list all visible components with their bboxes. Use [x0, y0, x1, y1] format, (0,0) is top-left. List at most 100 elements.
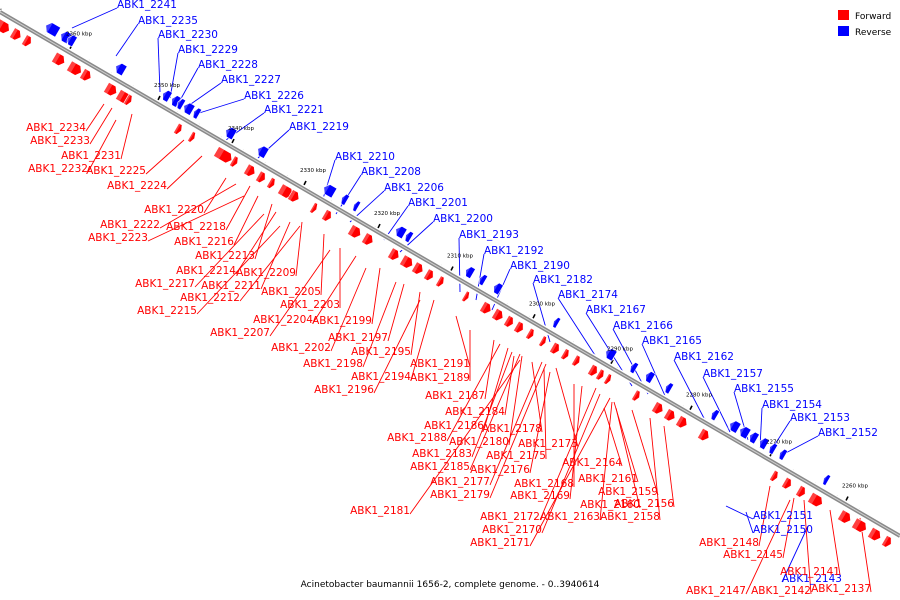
forward-gene-arrow [603, 373, 612, 385]
reverse-gene-arrow [191, 106, 203, 120]
gene-label: ABK1_2147 [686, 585, 746, 597]
gene-label: ABK1_2153 [790, 412, 850, 424]
forward-gene-arrow [881, 534, 892, 548]
legend: Forward Reverse [838, 10, 892, 38]
forward-gene-arrow [769, 469, 779, 482]
major-tick [450, 266, 454, 271]
major-tick [377, 223, 381, 229]
gene-label: ABK1_2187 [425, 390, 485, 402]
gene-label: ABK1_2209 [236, 267, 296, 279]
gene-label: ABK1_2157 [703, 368, 763, 380]
leader-line [321, 159, 336, 203]
gene-label: ABK1_2171 [470, 537, 530, 549]
forward-gene-arrow [277, 183, 293, 199]
leader-line [673, 359, 709, 427]
gene-label: ABK1_2175 [486, 450, 546, 462]
gene-label: ABK1_2181 [350, 505, 410, 517]
leader-line [373, 299, 421, 394]
gene-label: ABK1_2228 [198, 59, 258, 71]
reverse-gene-arrow [181, 100, 196, 116]
leader-line [330, 267, 367, 352]
gene-label: ABK1_2174 [558, 289, 618, 301]
leader-line [239, 225, 301, 302]
leader-line [203, 177, 227, 214]
gene-label: ABK1_2156 [614, 498, 674, 510]
gene-label: ABK1_2173 [518, 438, 578, 450]
leader-line [225, 185, 251, 231]
gene-label: ABK1_2164 [562, 457, 622, 469]
gene-label: ABK1_2241 [117, 0, 177, 11]
reverse-gene-arrow [255, 144, 270, 159]
gene-label: ABK1_2226 [244, 90, 304, 102]
gene-label: ABK1_2176 [470, 464, 530, 476]
gene-label: ABK1_2197 [328, 332, 388, 344]
gene-features [0, 18, 892, 548]
gene-label: ABK1_2148 [699, 537, 759, 549]
leader-line [508, 355, 523, 446]
leader-line [71, 7, 118, 29]
leader-line [362, 281, 397, 368]
major-tick [845, 496, 849, 501]
leader-line [504, 355, 515, 416]
forward-gene-arrow [51, 51, 65, 66]
leader-line [541, 393, 601, 534]
gene-label: ABK1_2210 [335, 151, 395, 163]
gene-label: ABK1_2143 [782, 573, 842, 585]
leader-line [85, 103, 105, 132]
leader-line [745, 499, 791, 595]
scale-label: 2340 kbp [228, 126, 254, 132]
reverse-gene-arrow [491, 281, 504, 296]
gene-label: ABK1_2189 [410, 372, 470, 384]
leader-line [455, 315, 471, 368]
scale-label: 2330 kbp [300, 168, 326, 174]
forward-gene-arrow [423, 268, 434, 281]
leader-line [469, 353, 521, 471]
gene-label: ABK1_2208 [361, 166, 421, 178]
gene-labels: ABK1_2241 ABK1_2235 ABK1_2230 ABK1_2229 ABK1… [26, 0, 878, 597]
forward-gene-arrow [675, 415, 688, 429]
forward-gene-arrow [538, 335, 547, 348]
gene-label: ABK1_2231 [61, 150, 121, 162]
leader-line [484, 339, 495, 400]
leader-line [195, 98, 245, 115]
reverse-gene-arrow [321, 182, 338, 199]
forward-gene-arrow [837, 509, 851, 524]
gene-label: ABK1_2141 [780, 566, 840, 578]
leader-line [233, 195, 259, 246]
reverse-gene-arrow [351, 199, 362, 213]
forward-gene-arrow [587, 363, 598, 377]
reverse-gene-arrow [747, 430, 760, 445]
leader-line [758, 485, 771, 547]
reverse-gene-arrow [113, 61, 128, 77]
gene-label: ABK1_2200 [433, 213, 493, 225]
forward-gene-arrow [213, 146, 233, 164]
gene-label: ABK1_2178 [482, 423, 542, 435]
scale-label: 2270 kbp [766, 439, 792, 445]
scale-labels: 2360 kbp 2350 kbp 2340 kbp 2330 kbp 2320 kbp… [66, 32, 868, 490]
gene-label: ABK1_2151 [753, 510, 813, 522]
gene-label: ABK1_2204 [253, 314, 313, 326]
gene-label: ABK1_2191 [410, 358, 470, 370]
leader-line [89, 107, 113, 145]
leader-line [410, 291, 421, 356]
major-tick [689, 405, 693, 411]
reverse-gene-arrow [175, 97, 187, 111]
scale-label: 2310 kbp [447, 254, 473, 260]
gene-label: ABK1_2167 [586, 304, 646, 316]
gene-label: ABK1_2196 [314, 384, 374, 396]
forward-gene-arrow [560, 348, 570, 361]
major-tick [610, 359, 614, 365]
forward-gene-arrow [66, 60, 82, 76]
reverse-gene-arrow [727, 418, 742, 434]
leader-line [147, 195, 245, 242]
forward-gene-arrow [255, 170, 266, 184]
leader-line [235, 211, 277, 275]
leader-line [320, 233, 325, 296]
gene-label: ABK1_2194 [351, 371, 411, 383]
forward-gene-arrow [309, 201, 318, 214]
forward-gene-arrow [549, 341, 560, 355]
gene-label: ABK1_2150 [753, 524, 813, 536]
leader-line [458, 237, 461, 293]
reverse-gene-arrow [403, 230, 415, 244]
